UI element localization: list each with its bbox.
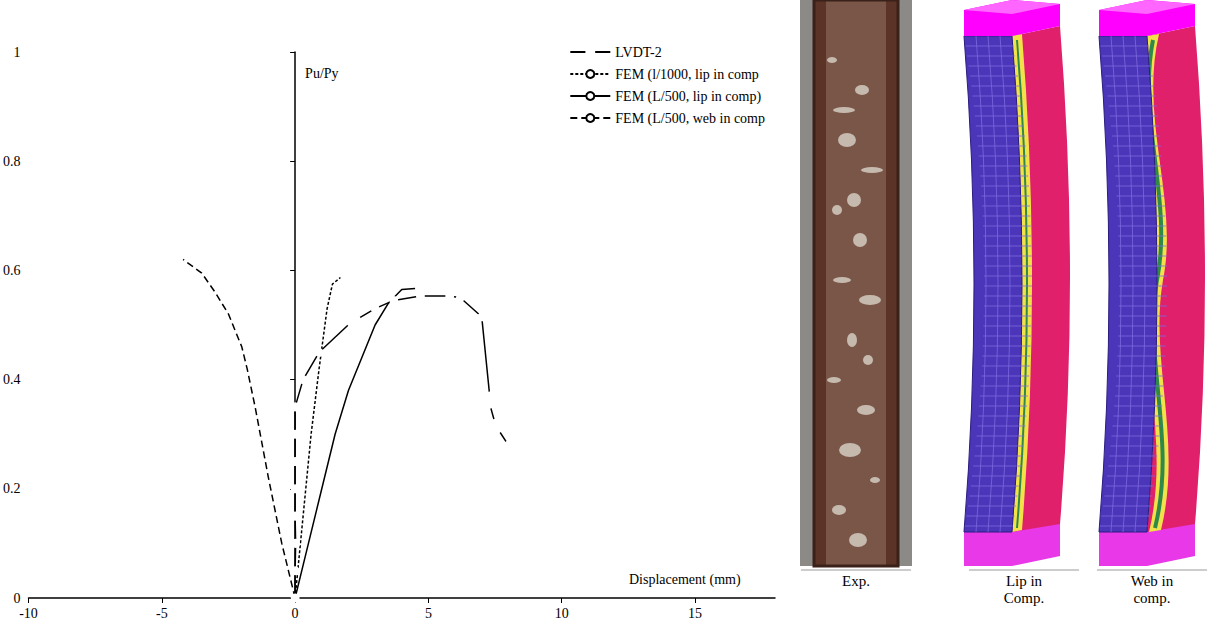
svg-text:-5: -5 <box>156 606 168 621</box>
svg-text:Comp.: Comp. <box>1004 590 1044 606</box>
svg-text:0.8: 0.8 <box>3 154 21 169</box>
svg-text:Pu/Py: Pu/Py <box>305 66 338 81</box>
svg-text:-10: -10 <box>19 606 38 621</box>
svg-text:FEM (L/500, web in comp: FEM (L/500, web in comp <box>615 111 765 127</box>
svg-text:Lip in: Lip in <box>1006 573 1043 589</box>
svg-text:15: 15 <box>688 606 702 621</box>
svg-text:0: 0 <box>14 591 21 606</box>
svg-text:FEM (L/500, lip in comp): FEM (L/500, lip in comp) <box>615 89 761 105</box>
svg-text:1: 1 <box>14 45 21 60</box>
svg-text:Web in: Web in <box>1131 573 1174 589</box>
svg-text:0.2: 0.2 <box>3 481 21 496</box>
svg-text:5: 5 <box>425 606 432 621</box>
svg-text:0: 0 <box>292 606 299 621</box>
svg-text:LVDT-2: LVDT-2 <box>615 45 661 60</box>
svg-text:0.4: 0.4 <box>3 372 21 387</box>
svg-text:Exp.: Exp. <box>842 573 870 589</box>
svg-text:0.6: 0.6 <box>3 263 21 278</box>
svg-text:comp.: comp. <box>1133 590 1170 606</box>
svg-text:Displacement (mm): Displacement (mm) <box>629 572 741 588</box>
svg-text:FEM (l/1000, lip in comp: FEM (l/1000, lip in comp <box>615 67 759 83</box>
svg-text:10: 10 <box>555 606 569 621</box>
